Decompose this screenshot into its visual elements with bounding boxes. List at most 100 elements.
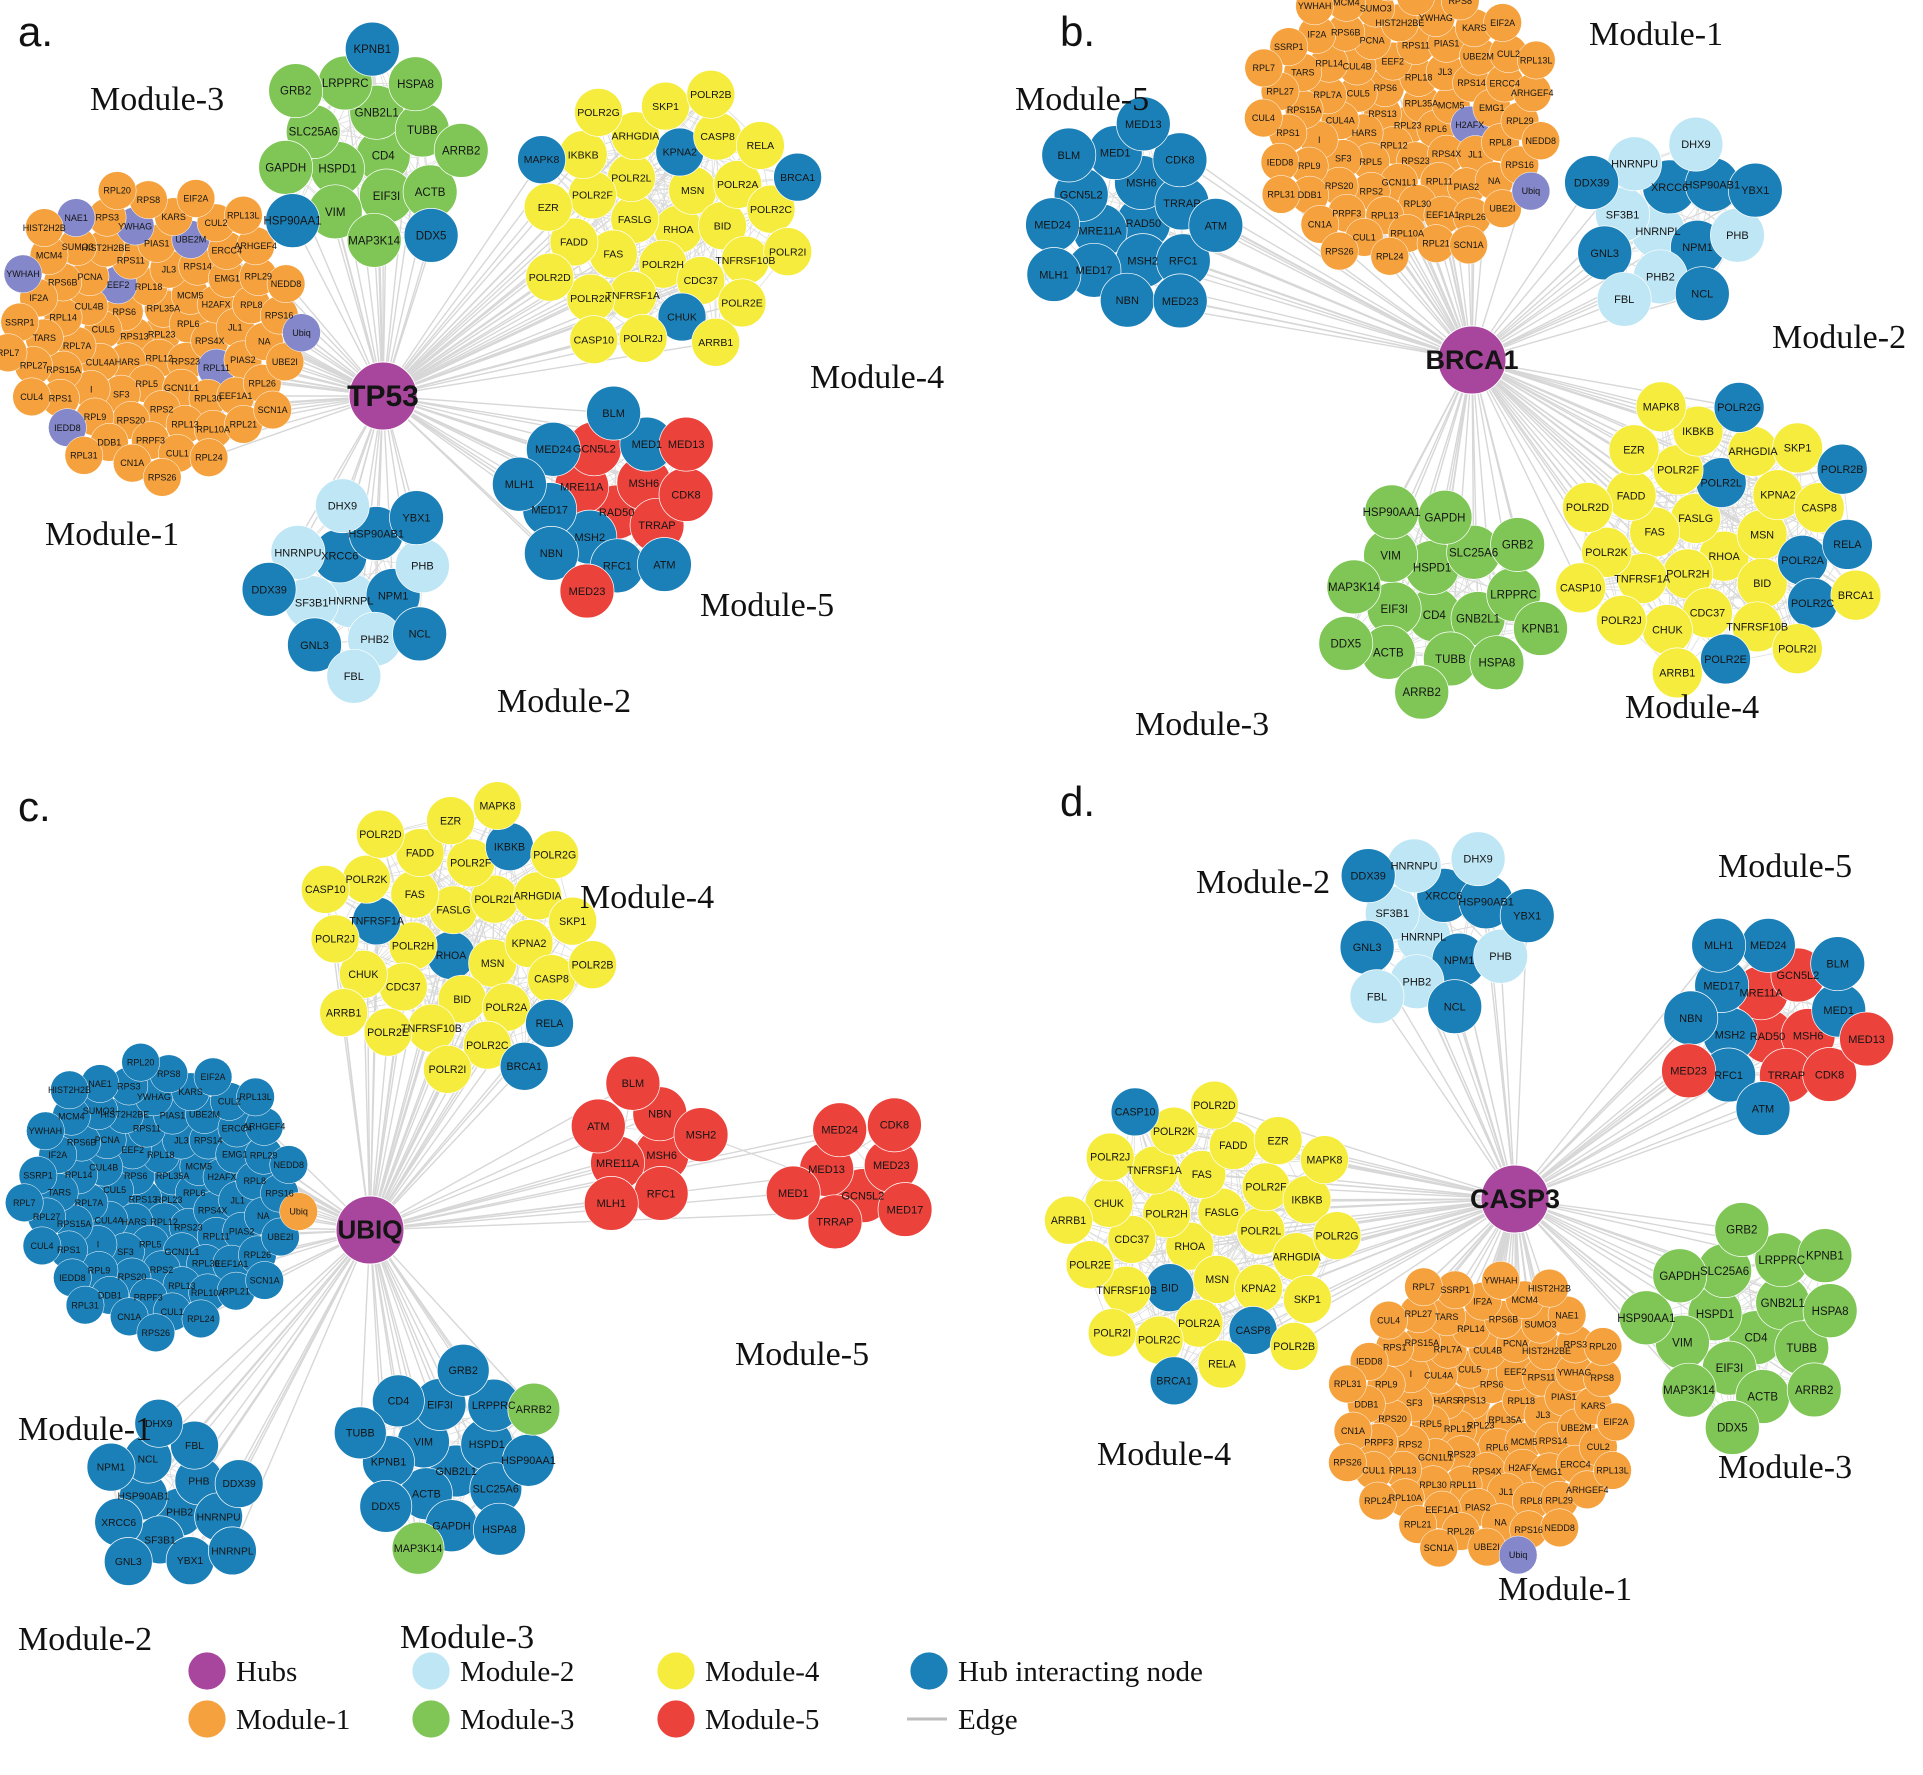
svg-text:JL3: JL3 — [174, 1135, 189, 1145]
svg-text:NA: NA — [257, 1211, 270, 1221]
svg-text:MSN: MSN — [1205, 1274, 1229, 1286]
svg-text:ARHGDIA: ARHGDIA — [1728, 446, 1778, 458]
svg-text:MED23: MED23 — [873, 1160, 910, 1172]
svg-text:RPL21: RPL21 — [230, 420, 258, 430]
svg-text:GCN1L1: GCN1L1 — [164, 1247, 199, 1257]
svg-text:POLR2C: POLR2C — [750, 204, 792, 216]
svg-text:PCNA: PCNA — [95, 1135, 120, 1145]
svg-text:Module-1: Module-1 — [18, 1411, 152, 1448]
svg-text:EMG1: EMG1 — [222, 1149, 248, 1159]
svg-text:YWHAH: YWHAH — [29, 1126, 63, 1136]
svg-text:Module-4: Module-4 — [705, 1656, 820, 1688]
svg-text:SKP1: SKP1 — [1784, 443, 1812, 455]
svg-text:RPS1: RPS1 — [1383, 1343, 1407, 1353]
svg-text:ARRB1: ARRB1 — [1659, 668, 1695, 680]
svg-text:HNRNPL: HNRNPL — [1401, 932, 1446, 944]
svg-text:RPL21: RPL21 — [1422, 239, 1450, 249]
svg-text:RPL31: RPL31 — [1334, 1379, 1362, 1389]
svg-text:MAP3K14: MAP3K14 — [1328, 582, 1380, 594]
svg-text:ATM: ATM — [587, 1121, 609, 1133]
svg-text:EIF2A: EIF2A — [183, 194, 208, 204]
svg-text:NEDD8: NEDD8 — [1544, 1523, 1575, 1533]
svg-text:CDK8: CDK8 — [880, 1120, 909, 1132]
svg-text:ARRB2: ARRB2 — [442, 145, 480, 157]
svg-text:RPL11: RPL11 — [1426, 176, 1453, 186]
svg-text:UBE2I: UBE2I — [272, 357, 298, 367]
svg-text:EZR: EZR — [1268, 1135, 1290, 1147]
svg-text:POLR2G: POLR2G — [577, 107, 620, 119]
svg-text:SF3B1: SF3B1 — [144, 1535, 176, 1546]
svg-text:MED24: MED24 — [1750, 940, 1787, 952]
svg-text:IEDD8: IEDD8 — [1267, 157, 1294, 167]
svg-text:TRRAP: TRRAP — [816, 1217, 853, 1229]
svg-text:MCM4: MCM4 — [36, 251, 63, 261]
svg-text:RPL26: RPL26 — [248, 379, 276, 389]
svg-text:RPS11: RPS11 — [117, 255, 145, 265]
svg-text:NBN: NBN — [540, 548, 563, 560]
svg-text:LRPPRC: LRPPRC — [1758, 1255, 1805, 1267]
svg-text:HSPA8: HSPA8 — [397, 79, 434, 91]
svg-text:Module-4: Module-4 — [1625, 689, 1759, 726]
svg-text:RPS2: RPS2 — [150, 1265, 174, 1275]
svg-text:RPL27: RPL27 — [20, 361, 48, 371]
svg-text:MED17: MED17 — [1076, 265, 1113, 277]
svg-text:KARS: KARS — [1462, 23, 1487, 33]
svg-text:RPS20: RPS20 — [1325, 181, 1354, 191]
svg-text:Module-4: Module-4 — [810, 359, 944, 396]
svg-text:MCM5: MCM5 — [1511, 1437, 1538, 1447]
svg-text:RPL13: RPL13 — [171, 419, 199, 429]
svg-text:RPS15A: RPS15A — [57, 1219, 92, 1229]
svg-text:RPS6: RPS6 — [1480, 1380, 1504, 1390]
svg-text:POLR2L: POLR2L — [1241, 1226, 1282, 1238]
svg-text:TUBB: TUBB — [1786, 1343, 1817, 1355]
svg-text:PIAS1: PIAS1 — [144, 239, 170, 249]
svg-text:MCM5: MCM5 — [177, 291, 204, 301]
svg-text:RPS6: RPS6 — [112, 307, 136, 317]
svg-text:POLR2J: POLR2J — [623, 333, 663, 345]
svg-text:RPL9: RPL9 — [88, 1266, 111, 1276]
svg-text:GNL3: GNL3 — [1353, 942, 1382, 954]
svg-text:RPL13L: RPL13L — [239, 1092, 272, 1102]
svg-text:RPL10A: RPL10A — [1390, 229, 1424, 239]
svg-text:ARHGEF4: ARHGEF4 — [1511, 88, 1554, 98]
svg-text:RPL21: RPL21 — [1404, 1520, 1432, 1530]
svg-text:POLR2G: POLR2G — [1717, 402, 1761, 414]
svg-text:RPS23: RPS23 — [1401, 156, 1430, 166]
svg-text:RPS3: RPS3 — [1564, 1339, 1588, 1349]
svg-text:SF3: SF3 — [1335, 154, 1352, 164]
svg-text:TUBB: TUBB — [407, 125, 438, 137]
svg-text:RPS3: RPS3 — [117, 1081, 141, 1091]
svg-text:CHUK: CHUK — [1652, 624, 1683, 636]
svg-text:H2AFX: H2AFX — [207, 1172, 236, 1182]
svg-text:GNB2L1: GNB2L1 — [1761, 1298, 1805, 1310]
svg-text:CN1A: CN1A — [1341, 1426, 1365, 1436]
svg-text:POLR2K: POLR2K — [570, 293, 611, 305]
svg-text:RPL29: RPL29 — [1545, 1495, 1573, 1505]
svg-text:HSPA8: HSPA8 — [482, 1524, 517, 1536]
svg-text:POLR2F: POLR2F — [450, 858, 492, 870]
svg-text:BID: BID — [714, 220, 732, 232]
svg-text:HNRNPU: HNRNPU — [1391, 861, 1438, 873]
svg-text:YWHAH: YWHAH — [1484, 1276, 1518, 1286]
svg-text:ARRB2: ARRB2 — [1795, 1385, 1833, 1397]
svg-text:CUL5: CUL5 — [103, 1185, 126, 1195]
svg-text:RPL8: RPL8 — [243, 1176, 266, 1186]
svg-text:RPL7: RPL7 — [13, 1198, 36, 1208]
svg-text:POLR2C: POLR2C — [466, 1040, 509, 1052]
svg-text:PHB2: PHB2 — [1646, 272, 1675, 284]
svg-text:SUMO3: SUMO3 — [1360, 3, 1392, 13]
svg-text:PRPF3: PRPF3 — [134, 1293, 163, 1303]
svg-text:TUBB: TUBB — [1435, 654, 1466, 666]
svg-text:KPNA2: KPNA2 — [1241, 1283, 1276, 1295]
svg-text:YWHAG: YWHAG — [1419, 13, 1453, 23]
svg-text:POLR2D: POLR2D — [529, 272, 571, 284]
svg-text:RPS1: RPS1 — [49, 393, 73, 403]
svg-text:RFC1: RFC1 — [603, 561, 632, 573]
svg-text:MAPK8: MAPK8 — [1643, 402, 1680, 414]
svg-text:MED1: MED1 — [1100, 148, 1131, 160]
svg-text:TRRAP: TRRAP — [1163, 198, 1200, 210]
svg-text:KPNA2: KPNA2 — [1760, 490, 1795, 502]
svg-text:PHB2: PHB2 — [166, 1508, 193, 1519]
svg-text:BRCA1: BRCA1 — [507, 1061, 542, 1073]
svg-text:POLR2L: POLR2L — [611, 172, 651, 184]
